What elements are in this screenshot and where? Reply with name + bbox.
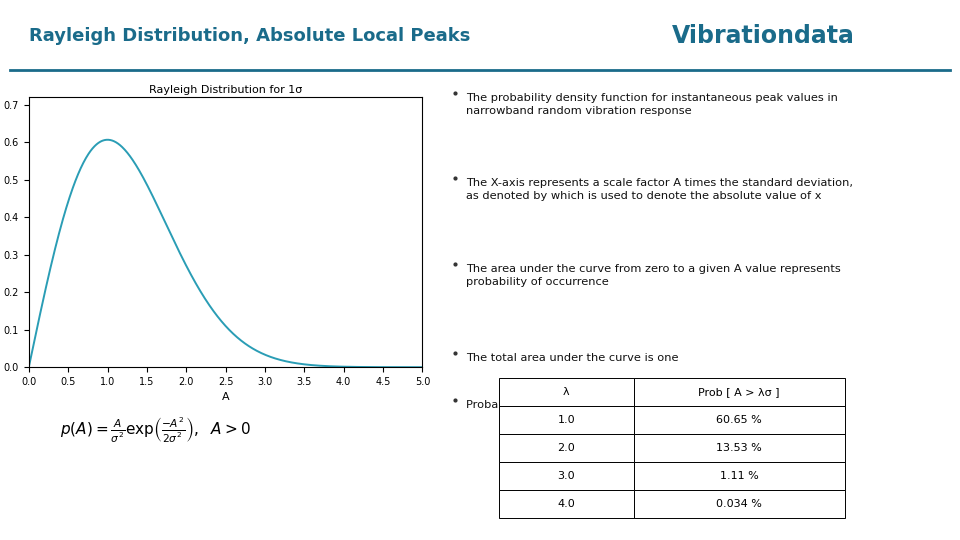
Bar [634, 434, 845, 462]
Bar [499, 378, 634, 406]
Text: The total area under the curve is one: The total area under the curve is one [466, 353, 679, 363]
X-axis label: A: A [222, 393, 229, 402]
Bar [499, 490, 634, 518]
Title: Rayleigh Distribution for 1σ: Rayleigh Distribution for 1σ [149, 85, 302, 95]
Bar [634, 406, 845, 434]
Text: 1.0: 1.0 [558, 415, 575, 425]
Bar [499, 406, 634, 434]
Text: 1.11 %: 1.11 % [720, 471, 758, 481]
Text: Prob [ A > λσ ]: Prob [ A > λσ ] [699, 387, 780, 397]
Text: The probability density function for instantaneous peak values in
narrowband ran: The probability density function for ins… [466, 93, 838, 116]
Text: Rayleigh Distribution, Absolute Local Peaks: Rayleigh Distribution, Absolute Local Pe… [29, 26, 470, 45]
Text: Probability table: Probability table [466, 400, 559, 410]
Text: $p(A) = \frac{A}{\sigma^2}\exp\!\left(\frac{-A^2}{2\sigma^2}\right),\ \ A > 0$: $p(A) = \frac{A}{\sigma^2}\exp\!\left(\f… [60, 415, 251, 444]
Bar [634, 490, 845, 518]
Text: 0.034 %: 0.034 % [716, 500, 762, 509]
Text: The X-axis represents a scale factor A times the standard deviation,
as denoted : The X-axis represents a scale factor A t… [466, 178, 852, 201]
Bar [634, 378, 845, 406]
Text: Vibrationdata: Vibrationdata [672, 24, 854, 48]
Bar [499, 462, 634, 490]
Text: 2.0: 2.0 [558, 443, 575, 453]
Text: 3.0: 3.0 [558, 471, 575, 481]
Text: 60.65 %: 60.65 % [716, 415, 762, 425]
Text: λ: λ [564, 387, 569, 397]
Text: 4.0: 4.0 [558, 500, 575, 509]
Text: The area under the curve from zero to a given A value represents
probability of : The area under the curve from zero to a … [466, 264, 841, 287]
Bar [499, 434, 634, 462]
Bar [634, 462, 845, 490]
Text: 13.53 %: 13.53 % [716, 443, 762, 453]
